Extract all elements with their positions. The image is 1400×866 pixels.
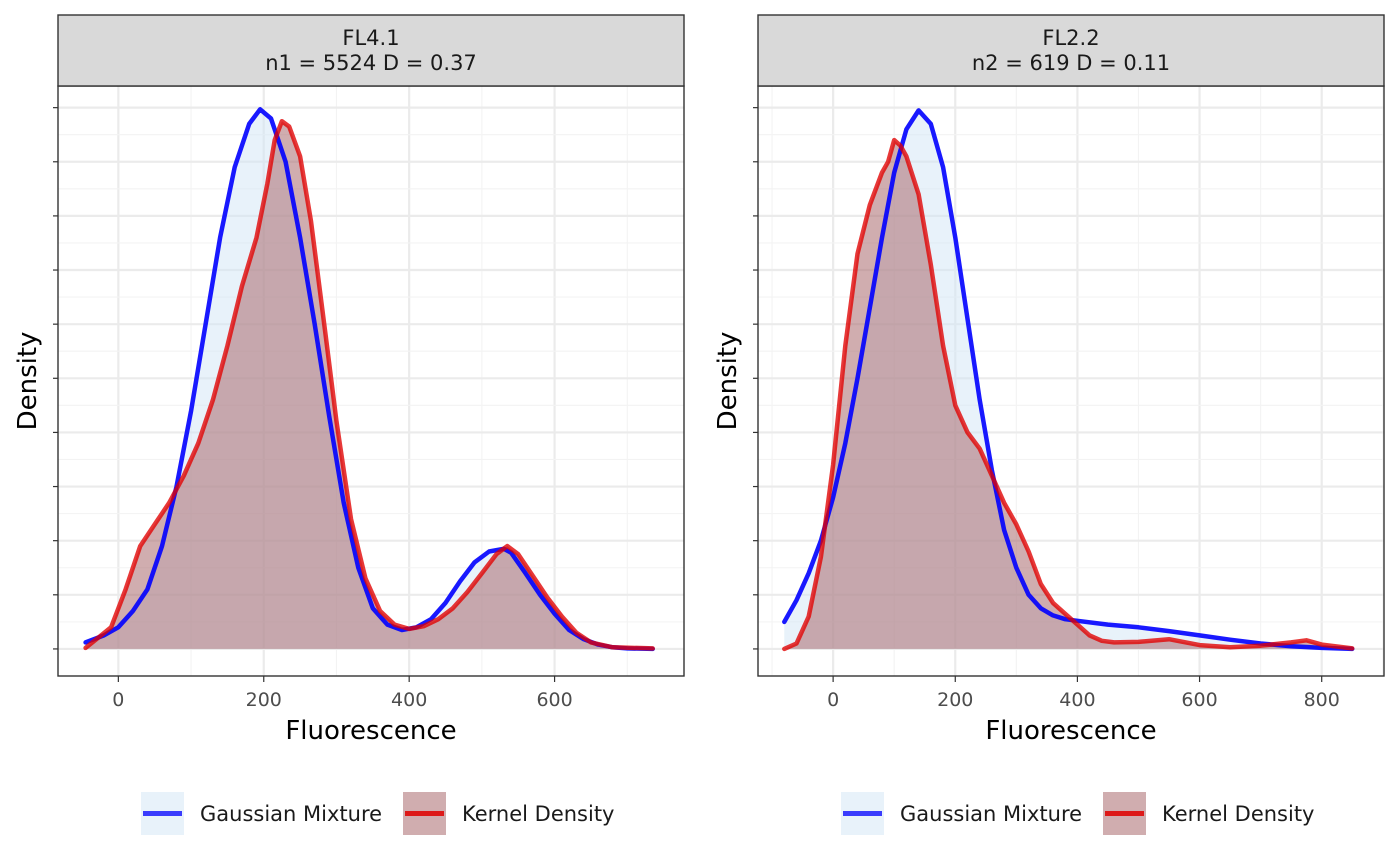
x-tick-label: 200 (937, 689, 973, 711)
line-kernel-density (83, 118, 655, 651)
area-kernel-density (85, 121, 653, 649)
panel-fl4-1: FL4.1 n1 = 5524 D = 0.37 0 200 400 600 Fluo… (13, 14, 685, 835)
x-tick-label: 400 (1059, 689, 1095, 711)
y-axis-title: Density (13, 332, 43, 431)
density-areas (782, 108, 1355, 652)
strip-background (57, 14, 685, 87)
x-axis-ticks: 0 200 400 600 (53, 107, 573, 711)
x-tick-label: 400 (391, 689, 427, 711)
x-tick-label: 0 (112, 689, 124, 711)
strip-background (757, 14, 1385, 87)
x-tick-label: 200 (246, 689, 282, 711)
strip-title-line2: n2 = 619 D = 0.11 (972, 51, 1170, 75)
x-tick-label: 800 (1304, 689, 1340, 711)
strip-title-line2: n1 = 5524 D = 0.37 (265, 51, 477, 75)
x-axis-title: Fluorescence (285, 716, 456, 746)
area-kernel-density (784, 140, 1353, 649)
line-gaussian-mixture (83, 107, 655, 652)
x-axis-title: Fluorescence (985, 716, 1156, 746)
density-areas (83, 107, 655, 652)
legend: Gaussian Mixture Kernel Density (841, 792, 1315, 835)
panel-fl2-2: FL2.2 n2 = 619 D = 0.11 0 200 400 600 800 Fl… (713, 14, 1385, 835)
y-axis-title: Density (713, 332, 743, 431)
legend-label-kernel: Kernel Density (1162, 802, 1315, 826)
x-tick-label: 600 (536, 689, 572, 711)
line-gaussian-mixture (782, 108, 1355, 652)
x-axis-ticks: 0 200 400 600 800 (753, 107, 1340, 711)
strip-title-line1: FL4.1 (342, 26, 399, 50)
strip-title-line1: FL2.2 (1042, 26, 1099, 50)
legend: Gaussian Mixture Kernel Density (141, 792, 615, 835)
x-tick-label: 0 (827, 689, 839, 711)
legend-label-gaussian: Gaussian Mixture (900, 802, 1082, 826)
legend-label-gaussian: Gaussian Mixture (200, 802, 382, 826)
x-tick-label: 600 (1181, 689, 1217, 711)
line-kernel-density (782, 137, 1355, 652)
legend-label-kernel: Kernel Density (462, 802, 615, 826)
